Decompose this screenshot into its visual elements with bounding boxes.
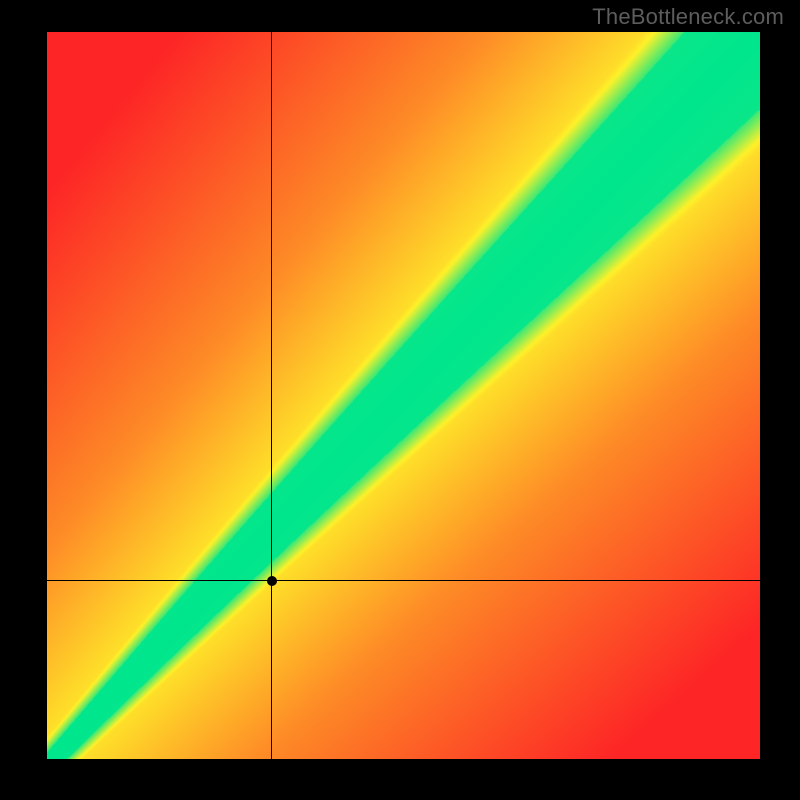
crosshair-vertical-line [271, 32, 272, 759]
chart-container: TheBottleneck.com [0, 0, 800, 800]
watermark-text: TheBottleneck.com [592, 4, 784, 30]
plot-area [47, 32, 760, 759]
bottleneck-heatmap [47, 32, 760, 759]
crosshair-horizontal-line [47, 580, 760, 581]
crosshair-point [267, 576, 277, 586]
